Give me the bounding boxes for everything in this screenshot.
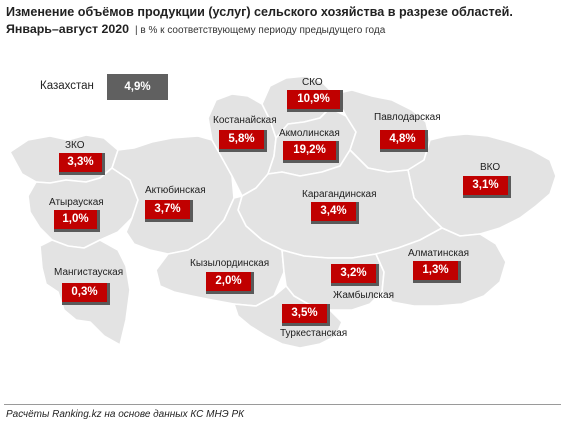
- region-label-aktobe: Актюбинская: [145, 185, 206, 196]
- region-label-turkestan: Туркестанская: [280, 328, 348, 339]
- region-value-almaty: 1,3%: [413, 261, 461, 283]
- region-value-karaganda: 3,4%: [311, 202, 359, 224]
- region-label-sko: СКО: [302, 77, 323, 88]
- region-label-mangistau: Мангистауская: [54, 267, 124, 278]
- region-label-akmola: Акмолинская: [279, 128, 340, 139]
- region-value-zko: 3,3%: [59, 153, 105, 175]
- region-label-vko: ВКО: [480, 162, 501, 173]
- region-label-almaty: Алматинская: [408, 248, 469, 259]
- unit-note: | в % к соответствующему периоду предыду…: [135, 25, 386, 36]
- region-value-mangistau: 0,3%: [62, 283, 110, 305]
- region-label-karaganda: Карагандинская: [302, 189, 377, 200]
- region-label-zko: ЗКО: [65, 140, 85, 151]
- country-value-badge: 4,9%: [107, 74, 168, 100]
- subtitle: Январь–август 2020 | в % к соответствующе…: [6, 21, 561, 39]
- region-value-akmola: 19,2%: [283, 141, 339, 163]
- region-value-turkestan: 3,5%: [282, 304, 330, 326]
- region-value-zhambyl: 3,2%: [331, 264, 379, 286]
- source-note: Расчёты Ranking.kz на основе данных КС М…: [6, 409, 245, 420]
- region-label-kyzylorda: Кызылординская: [190, 258, 270, 269]
- region-value-kostanay: 5,8%: [219, 130, 267, 152]
- region-value-pavlodar: 4,8%: [380, 130, 428, 152]
- country-label: Казахстан: [40, 80, 94, 92]
- region-label-atyrau: Атырауская: [49, 197, 104, 208]
- region-value-atyrau: 1,0%: [54, 210, 100, 232]
- footer-divider: [4, 404, 561, 405]
- region-value-vko: 3,1%: [463, 176, 511, 198]
- period-label: Январь–август 2020: [6, 22, 130, 36]
- chart-title: Изменение объёмов продукции (услуг) сель…: [6, 5, 513, 19]
- region-label-pavlodar: Павлодарская: [374, 112, 441, 123]
- region-value-aktobe: 3,7%: [145, 200, 193, 222]
- region-label-kostanay: Костанайская: [213, 115, 277, 126]
- region-label-zhambyl: Жамбылская: [333, 290, 394, 301]
- region-value-sko: 10,9%: [287, 90, 343, 112]
- region-value-kyzylorda: 2,0%: [206, 272, 254, 294]
